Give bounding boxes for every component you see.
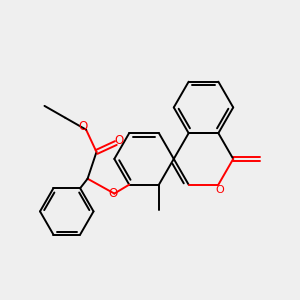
Text: O: O	[79, 120, 88, 133]
Text: O: O	[115, 134, 124, 147]
Text: O: O	[215, 185, 224, 195]
Text: O: O	[108, 187, 118, 200]
